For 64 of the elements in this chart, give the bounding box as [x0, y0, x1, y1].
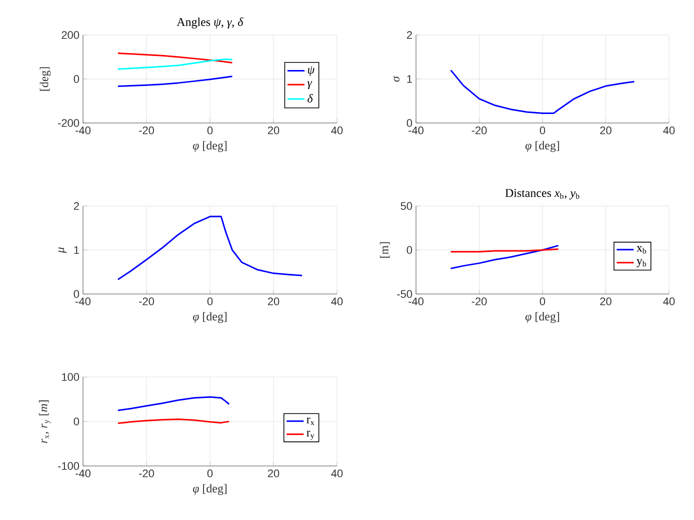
y-tick-label: 2 — [74, 202, 79, 210]
chart-title: Angles ψ, γ, δ — [176, 18, 244, 28]
x-tick-label: 0 — [207, 470, 213, 478]
chart-title: Distances x$_{b}$, y$_{b}$ — [505, 188, 580, 200]
line-series — [117, 76, 233, 87]
x-tick-label: -40 — [76, 126, 90, 134]
x-tick-label: 20 — [600, 126, 612, 134]
y-tick-label: 2 — [406, 31, 412, 39]
x-tick-label: -20 — [472, 298, 487, 306]
line-series — [450, 69, 635, 114]
y-tick-label: -200 — [58, 119, 80, 127]
x-axis-title: φ [deg] — [192, 484, 227, 495]
x-tick-label: -20 — [139, 298, 154, 306]
x-tick-label: 40 — [331, 470, 343, 478]
legend-label: r$_{y}$ — [306, 430, 314, 440]
line-series — [117, 396, 230, 412]
y-tick-label: 0 — [74, 418, 80, 426]
legend-label: ψ — [308, 66, 315, 76]
y-tick-label: 1 — [74, 246, 79, 254]
y-tick-label: -100 — [58, 462, 80, 470]
y-tick-label: 1 — [407, 75, 412, 83]
y-axis-title: σ — [393, 76, 400, 82]
x-tick-label: -40 — [76, 470, 90, 478]
x-axis-title: φ [deg] — [192, 312, 227, 323]
y-tick-label: 0 — [74, 290, 80, 298]
x-tick-label: -40 — [408, 298, 424, 306]
y-tick-label: -50 — [397, 290, 412, 298]
line-series — [117, 216, 303, 280]
x-axis-title: φ [deg] — [525, 141, 560, 152]
x-tick-label: -40 — [76, 298, 90, 306]
x-tick-label: -20 — [139, 126, 154, 134]
y-tick-label: 50 — [400, 202, 412, 210]
x-tick-label: 40 — [663, 298, 675, 306]
y-axis-title: [m] — [380, 242, 390, 258]
y-tick-label: 200 — [62, 31, 80, 39]
legend-label: γ — [307, 81, 312, 90]
x-tick-label: 0 — [207, 126, 213, 134]
x-axis-title: φ [deg] — [192, 141, 227, 152]
y-tick-label: 0 — [74, 75, 80, 83]
legend-label: y$_{b}$ — [636, 259, 646, 268]
x-tick-label: 40 — [331, 298, 343, 306]
y-tick-label: 0 — [406, 119, 412, 127]
x-tick-label: 0 — [540, 298, 546, 306]
x-tick-label: 20 — [268, 470, 280, 478]
x-tick-label: 40 — [663, 126, 675, 134]
y-tick-label: 0 — [406, 246, 412, 254]
x-tick-label: -20 — [139, 470, 154, 478]
y-axis-title: [deg] — [40, 67, 51, 91]
legend-label: δ — [308, 94, 313, 102]
legend-label: r$_{x}$ — [306, 418, 314, 426]
x-tick-label: 20 — [600, 298, 612, 306]
x-tick-label: 20 — [268, 298, 280, 306]
y-axis-title: μ — [58, 247, 67, 253]
y-axis-title: r$_{x}$, r$_{y}$ [m] — [38, 400, 51, 443]
line-series — [117, 58, 233, 70]
y-tick-label: 100 — [62, 373, 80, 381]
x-tick-label: -40 — [408, 126, 424, 134]
x-tick-label: 0 — [540, 126, 546, 134]
x-axis-title: φ [deg] — [525, 312, 560, 323]
legend-label: x$_{b}$ — [636, 246, 646, 254]
x-tick-label: -20 — [472, 126, 487, 134]
x-tick-label: 40 — [331, 126, 343, 134]
x-tick-label: 20 — [268, 126, 280, 134]
x-tick-label: 0 — [207, 298, 213, 306]
